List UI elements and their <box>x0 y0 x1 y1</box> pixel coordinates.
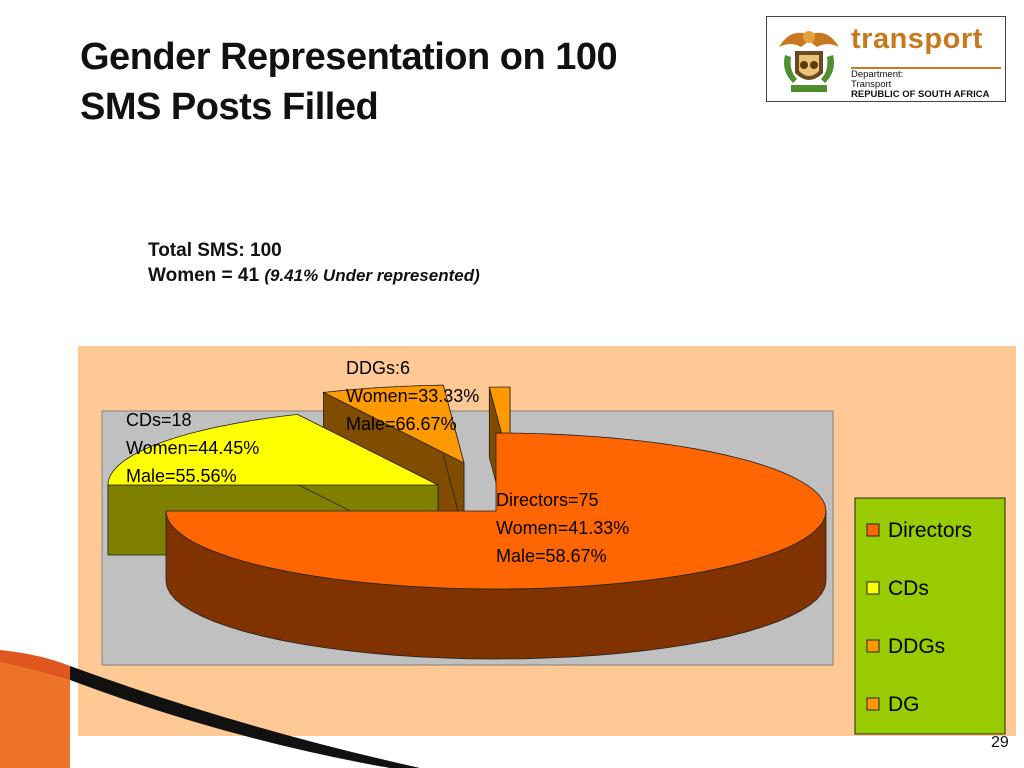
data-label-line: Women=33.33% <box>346 386 479 406</box>
data-label-ddgs: DDGs:6 Women=33.33% Male=66.67% <box>346 358 479 434</box>
pie-slice-directors <box>165 432 827 590</box>
legend-label-directors: Directors <box>888 519 972 542</box>
logo-brand: transport <box>851 23 983 55</box>
pie-slice-ddgs <box>322 384 465 464</box>
data-label-line: Women=41.33% <box>496 518 629 538</box>
decorative-swoosh <box>0 650 420 768</box>
department-logo: transport Department: Transport REPUBLIC… <box>766 16 1006 102</box>
logo-dept-line-3: REPUBLIC OF SOUTH AFRICA <box>851 89 990 100</box>
summary-block: Total SMS: 100 Women = 41 (9.41% Under r… <box>148 239 480 289</box>
legend-swatch-cds <box>866 581 880 595</box>
summary-women-note: (9.41% Under represented) <box>264 266 480 285</box>
legend-label-dg: DG <box>888 693 920 716</box>
summary-total: Total SMS: 100 <box>148 240 282 261</box>
summary-women: Women = 41 <box>148 265 260 286</box>
legend-label-cds: CDs <box>888 577 929 600</box>
legend-swatch-directors <box>866 523 880 537</box>
data-label-line: DDGs:6 <box>346 358 410 378</box>
pie-slice-cds <box>107 413 439 486</box>
page-number: 29 <box>991 734 1009 751</box>
data-label-line: Male=66.67% <box>346 414 457 434</box>
legend-box <box>854 497 1006 735</box>
data-label-line: Male=58.67% <box>496 546 607 566</box>
data-label-line: Women=44.45% <box>126 438 259 458</box>
pie-chart: Directors=75 Women=41.33% Male=58.67% CDs=1… <box>101 358 1006 735</box>
data-label-line: Male=55.56% <box>126 466 237 486</box>
coat-of-arms-icon <box>779 31 839 92</box>
slide-title: Gender Representation on 100 SMS Posts F… <box>80 32 618 132</box>
legend-swatch-ddgs <box>866 639 880 653</box>
logo-dept-line-2: Transport <box>851 79 892 90</box>
logo-divider <box>851 67 1001 69</box>
data-label-line: Directors=75 <box>496 490 599 510</box>
data-label-directors: Directors=75 Women=41.33% Male=58.67% <box>496 490 629 566</box>
slide-title-line-1: Gender Representation on 100 <box>80 36 618 78</box>
summary-women-line: Women = 41 (9.41% Under represented) <box>148 263 480 289</box>
data-label-line: CDs=18 <box>126 410 192 430</box>
legend-swatch-dg <box>866 697 880 711</box>
logo-dept-line-1: Department: <box>851 69 904 80</box>
data-label-cds: CDs=18 Women=44.45% Male=55.56% <box>126 410 259 486</box>
chart-area: Directors=75 Women=41.33% Male=58.67% CDs=1… <box>78 346 1016 736</box>
slide-title-line-2: SMS Posts Filled <box>80 86 379 128</box>
logo-department: Department: Transport REPUBLIC OF SOUTH … <box>851 70 989 100</box>
legend-label-ddgs: DDGs <box>888 635 945 658</box>
